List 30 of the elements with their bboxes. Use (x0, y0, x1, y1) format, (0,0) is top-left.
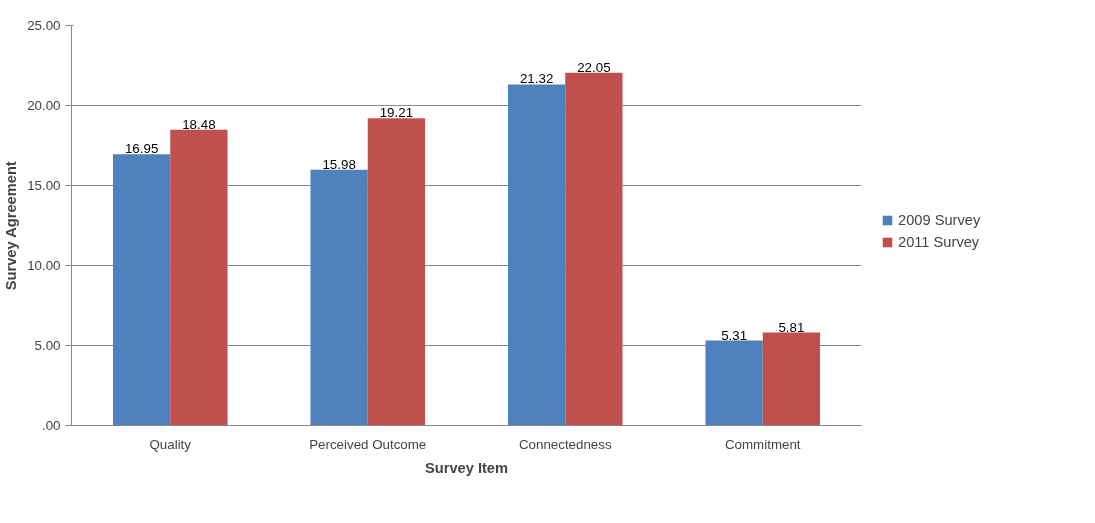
data-label: 16.95 (124, 141, 159, 157)
y-tick-label: 25.00 (27, 18, 61, 33)
y-tick-label: 15.00 (27, 178, 61, 193)
data-label: 21.32 (519, 71, 554, 87)
data-label: 5.31 (721, 327, 748, 343)
legend-label: 2011 Survey (898, 234, 980, 250)
bar (112, 154, 171, 426)
bar (705, 340, 763, 426)
y-tick-label: 20.00 (27, 98, 61, 113)
x-axis-title: Survey Item (424, 459, 509, 476)
y-axis-title: Survey Agreement (3, 161, 20, 291)
data-label: 18.48 (182, 116, 216, 132)
bar (762, 332, 821, 426)
bar (310, 169, 368, 426)
x-tick-label: Quality (149, 436, 192, 452)
bar (367, 118, 426, 426)
y-tick-label: 10.00 (27, 258, 61, 273)
x-tick-label: Connectedness (518, 436, 612, 452)
data-label: 22.05 (577, 59, 611, 75)
x-tick-label: Commitment (724, 436, 801, 452)
legend-label: 2009 Survey (898, 212, 981, 228)
y-tick-label: .00 (41, 418, 61, 433)
bar (507, 84, 566, 426)
bar (565, 72, 623, 426)
x-tick-label: Perceived Outcome (309, 436, 427, 452)
data-label: 19.21 (379, 105, 414, 121)
data-label: 15.98 (322, 156, 356, 172)
bar (170, 129, 228, 426)
y-tick-label: 5.00 (34, 338, 61, 353)
data-label: 5.81 (778, 319, 805, 335)
